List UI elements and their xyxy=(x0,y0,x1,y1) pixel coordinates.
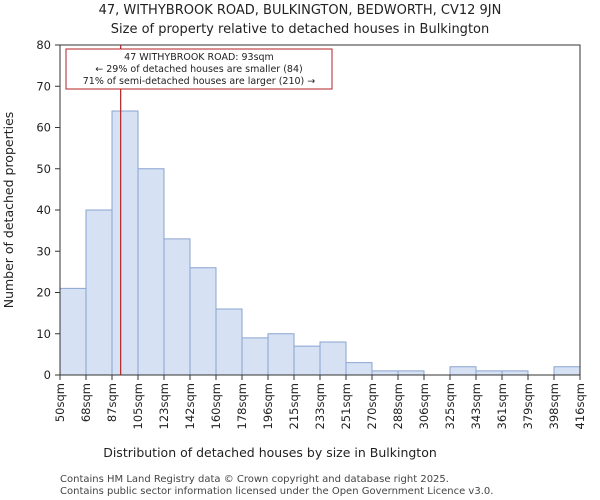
x-tick-label: 233sqm xyxy=(313,383,327,429)
x-axis-ticks: 50sqm 68sqm 87sqm 105sqm 123sqm 142sqm 160sqm 1… xyxy=(53,375,587,429)
x-tick-label: 251sqm xyxy=(339,383,353,429)
annotation-border xyxy=(65,48,333,90)
y-tick-label: 80 xyxy=(36,38,51,52)
bar-270sqm xyxy=(371,370,399,376)
bar-288sqm xyxy=(397,370,425,376)
y-tick-label: 20 xyxy=(36,286,51,300)
bar-160sqm xyxy=(215,308,243,376)
bar-398sqm xyxy=(553,366,581,376)
x-tick-label: 416sqm xyxy=(573,383,587,429)
y-axis-label: Number of detached properties xyxy=(1,112,16,309)
x-tick-label: 196sqm xyxy=(261,383,275,429)
bar-325sqm xyxy=(449,366,477,376)
y-tick-label: 70 xyxy=(36,79,51,93)
x-tick-label: 160sqm xyxy=(209,383,223,429)
x-tick-label: 288sqm xyxy=(391,383,405,429)
chart-subtitle: Size of property relative to detached ho… xyxy=(111,22,489,37)
x-tick-label: 215sqm xyxy=(287,383,301,429)
bar-196sqm xyxy=(267,333,295,376)
x-tick-label: 123sqm xyxy=(157,383,171,429)
bar-178sqm xyxy=(241,337,269,376)
annotation-line-1: 47 WITHYBROOK ROAD: 93sqm xyxy=(124,52,274,63)
y-tick-label: 0 xyxy=(44,368,51,382)
y-tick-label: 50 xyxy=(36,162,51,176)
x-tick-label: 379sqm xyxy=(521,383,535,429)
x-tick-label: 398sqm xyxy=(547,383,561,429)
y-tick-label: 40 xyxy=(36,203,51,217)
bar-105sqm xyxy=(137,168,165,376)
bar-251sqm xyxy=(345,362,373,376)
x-tick-label: 306sqm xyxy=(417,383,431,429)
annotation-box: 47 WITHYBROOK ROAD: 93sqm ← 29% of detac… xyxy=(65,48,333,90)
bar-68sqm xyxy=(85,209,113,376)
bar-50sqm xyxy=(59,287,87,376)
y-tick-label: 10 xyxy=(36,327,51,341)
bar-87sqm xyxy=(111,110,139,376)
x-tick-label: 87sqm xyxy=(105,383,119,422)
footer-line-1: Contains HM Land Registry data © Crown c… xyxy=(60,474,449,485)
y-tick-label: 60 xyxy=(36,121,51,135)
x-axis-label: Distribution of detached houses by size … xyxy=(103,445,437,460)
y-axis-ticks: 0 10 20 30 40 50 60 70 80 xyxy=(36,38,60,382)
x-tick-label: 50sqm xyxy=(53,383,67,422)
bar-233sqm xyxy=(319,341,347,376)
bar-215sqm xyxy=(293,345,321,376)
bar-343sqm xyxy=(475,370,503,376)
x-tick-label: 142sqm xyxy=(183,383,197,429)
annotation-line-3: 71% of semi-detached houses are larger (… xyxy=(83,76,316,87)
bar-123sqm xyxy=(163,238,191,376)
chart-title: 47, WITHYBROOK ROAD, BULKINGTON, BEDWORT… xyxy=(99,3,502,18)
footer-line-2: Contains public sector information licen… xyxy=(60,486,493,497)
x-tick-label: 105sqm xyxy=(131,383,145,429)
x-tick-label: 343sqm xyxy=(469,383,483,429)
bar-361sqm xyxy=(501,370,529,376)
bar-142sqm xyxy=(189,267,217,376)
y-tick-label: 30 xyxy=(36,244,51,258)
bars-group xyxy=(59,110,581,376)
x-tick-label: 178sqm xyxy=(235,383,249,429)
x-tick-label: 361sqm xyxy=(495,383,509,429)
x-tick-label: 68sqm xyxy=(79,383,93,422)
annotation-line-2: ← 29% of detached houses are smaller (84… xyxy=(95,64,302,75)
plot-frame xyxy=(59,44,581,376)
x-tick-label: 325sqm xyxy=(443,383,457,429)
x-tick-label: 270sqm xyxy=(365,383,379,429)
